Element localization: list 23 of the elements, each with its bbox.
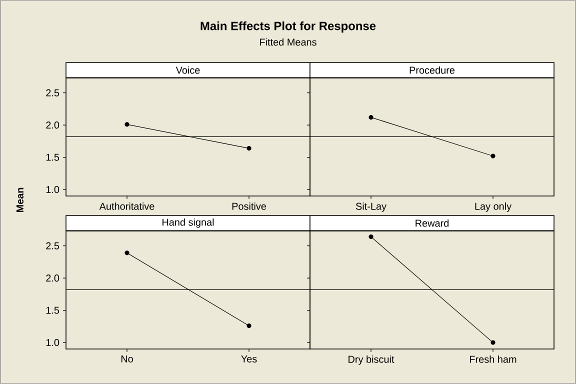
y-tick-label: 1.5 [46, 154, 60, 161]
y-tick-label: 1.0 [46, 339, 60, 346]
x-tick-label: Yes [241, 356, 257, 362]
x-tick-label: No [121, 356, 133, 362]
y-tick-label: 2.0 [46, 274, 60, 282]
y-tick-label: 1.0 [46, 186, 60, 194]
x-tick-label: Positive [232, 202, 266, 210]
x-tick-label: Sit-Lay [356, 202, 386, 212]
chart-title: Main Effects Plot for Response [200, 21, 376, 33]
y-tick-label: 2.5 [46, 89, 60, 96]
x-tick-label: Authoritative [99, 202, 154, 210]
x-tick-label: Fresh ham [470, 356, 516, 363]
text: Reward [416, 219, 449, 227]
text: Procedure [410, 66, 455, 74]
y-tick-label: 2.0 [46, 122, 60, 129]
y-tick-label: 1.5 [46, 306, 60, 314]
chart-subtitle: Fitted Means [260, 38, 316, 46]
x-tick-label: Dry biscuit [348, 356, 394, 365]
y-axis-title: Mean [16, 188, 24, 212]
x-tick-label: Lay only [475, 202, 512, 212]
text: Hand signal [162, 218, 214, 228]
y-tick-label: 2.5 [46, 242, 60, 250]
text: Voice [176, 66, 200, 74]
